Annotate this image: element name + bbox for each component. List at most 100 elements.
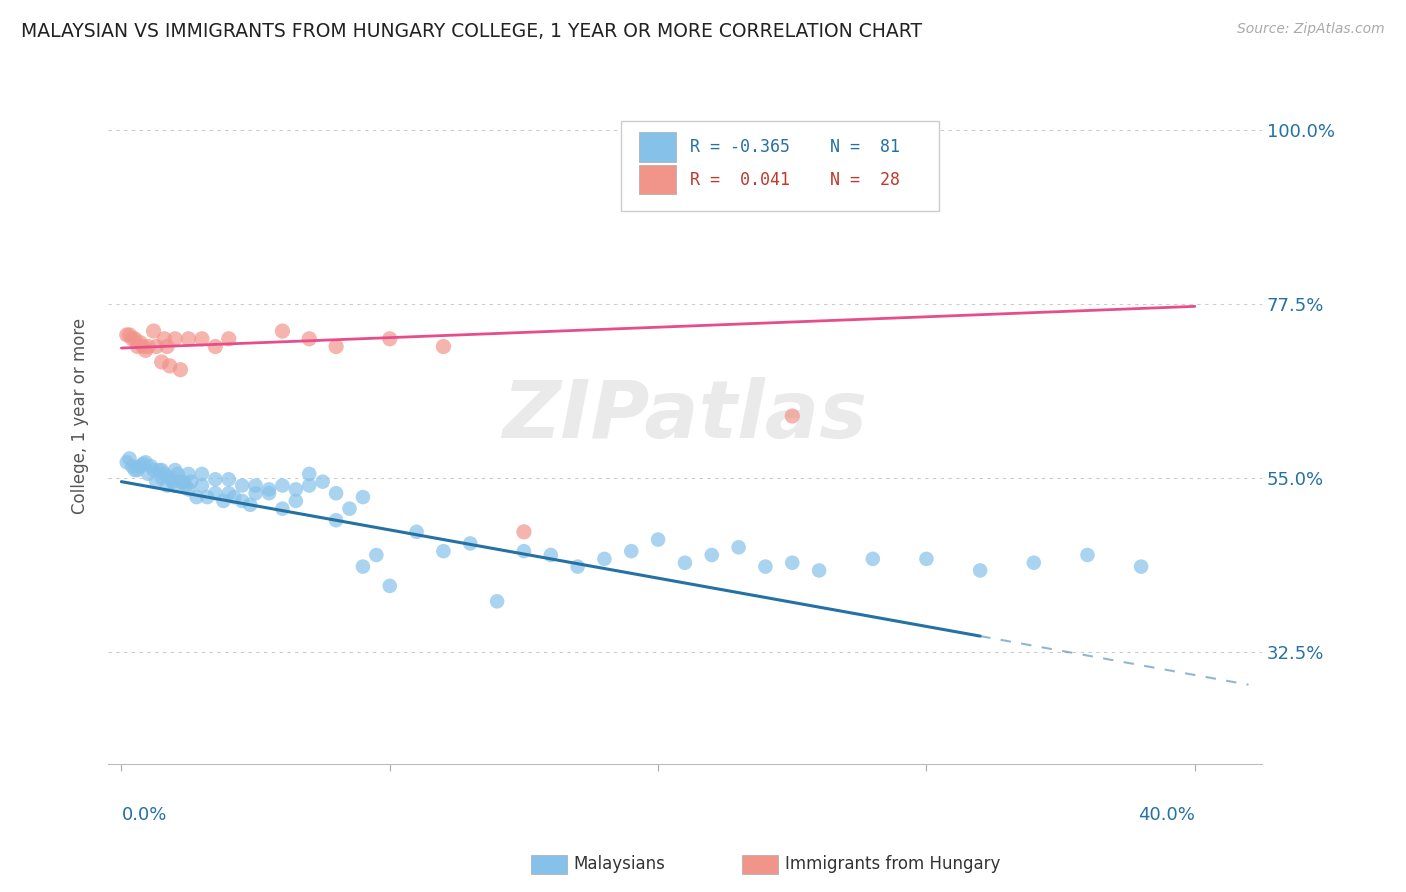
Point: [1076, 548, 1098, 562]
Point: [352, 559, 374, 574]
Point: [115, 455, 138, 469]
Point: [339, 501, 361, 516]
Text: Source: ZipAtlas.com: Source: ZipAtlas.com: [1237, 22, 1385, 37]
Point: [153, 467, 176, 481]
FancyBboxPatch shape: [638, 132, 676, 161]
Point: [172, 475, 194, 489]
Point: [135, 343, 157, 358]
Point: [325, 486, 347, 500]
Point: [700, 548, 723, 562]
Point: [727, 541, 749, 555]
Point: [150, 471, 173, 485]
Point: [191, 478, 214, 492]
Text: ZIPatlas: ZIPatlas: [502, 377, 868, 455]
Point: [124, 463, 146, 477]
Point: [150, 355, 173, 369]
Point: [218, 486, 240, 500]
Point: [284, 483, 307, 497]
Point: [673, 556, 696, 570]
Point: [366, 548, 388, 562]
Point: [169, 362, 191, 376]
Point: [298, 467, 321, 481]
Point: [782, 556, 804, 570]
Point: [191, 467, 214, 481]
Point: [142, 463, 165, 477]
Point: [284, 494, 307, 508]
Point: [620, 544, 643, 558]
Point: [257, 486, 280, 500]
Point: [212, 494, 235, 508]
Point: [204, 472, 226, 486]
Point: [782, 409, 804, 423]
Point: [915, 552, 938, 566]
Point: [166, 467, 188, 481]
Point: [162, 475, 184, 489]
Point: [121, 332, 143, 346]
Point: [127, 339, 149, 353]
Point: [132, 339, 155, 353]
Point: [156, 339, 179, 353]
Point: [1022, 556, 1045, 570]
Point: [118, 327, 141, 342]
Point: [325, 339, 347, 353]
FancyBboxPatch shape: [621, 120, 939, 211]
Text: Immigrants from Hungary: Immigrants from Hungary: [785, 855, 1000, 873]
Point: [136, 339, 159, 353]
Point: [224, 490, 246, 504]
Text: MALAYSIAN VS IMMIGRANTS FROM HUNGARY COLLEGE, 1 YEAR OR MORE CORRELATION CHART: MALAYSIAN VS IMMIGRANTS FROM HUNGARY COL…: [21, 22, 922, 41]
Point: [150, 463, 173, 477]
Point: [135, 455, 157, 469]
Point: [191, 332, 214, 346]
Y-axis label: College, 1 year or more: College, 1 year or more: [72, 318, 89, 514]
Text: R = -0.365    N =  81: R = -0.365 N = 81: [689, 138, 900, 156]
Point: [432, 544, 454, 558]
Point: [186, 490, 208, 504]
Point: [311, 475, 333, 489]
Point: [567, 559, 589, 574]
Point: [204, 486, 226, 500]
Point: [121, 459, 143, 474]
Point: [129, 459, 152, 474]
Point: [180, 475, 202, 489]
Point: [432, 339, 454, 353]
Point: [139, 459, 162, 474]
Text: 0.0%: 0.0%: [121, 806, 167, 824]
Point: [352, 490, 374, 504]
Point: [145, 339, 167, 353]
Point: [325, 513, 347, 527]
Point: [647, 533, 669, 547]
Point: [165, 463, 187, 477]
Text: 40.0%: 40.0%: [1137, 806, 1195, 824]
Text: Malaysians: Malaysians: [574, 855, 665, 873]
Point: [153, 332, 176, 346]
Point: [593, 552, 616, 566]
Point: [174, 478, 197, 492]
Text: R =  0.041    N =  28: R = 0.041 N = 28: [689, 170, 900, 189]
Point: [754, 559, 776, 574]
Point: [245, 486, 267, 500]
Point: [124, 332, 146, 346]
Point: [115, 327, 138, 342]
Point: [378, 332, 401, 346]
Point: [148, 463, 170, 477]
Point: [862, 552, 884, 566]
Point: [159, 471, 181, 485]
Point: [218, 332, 240, 346]
FancyBboxPatch shape: [638, 165, 676, 194]
Point: [405, 524, 427, 539]
Point: [195, 490, 218, 504]
Point: [169, 475, 191, 489]
Point: [257, 483, 280, 497]
Point: [118, 451, 141, 466]
Point: [129, 335, 152, 350]
Point: [159, 359, 181, 373]
Point: [271, 478, 294, 492]
Point: [298, 332, 321, 346]
Point: [239, 498, 262, 512]
Point: [298, 478, 321, 492]
Point: [969, 564, 991, 578]
Point: [231, 494, 253, 508]
Point: [378, 579, 401, 593]
Point: [156, 478, 179, 492]
Point: [271, 324, 294, 338]
